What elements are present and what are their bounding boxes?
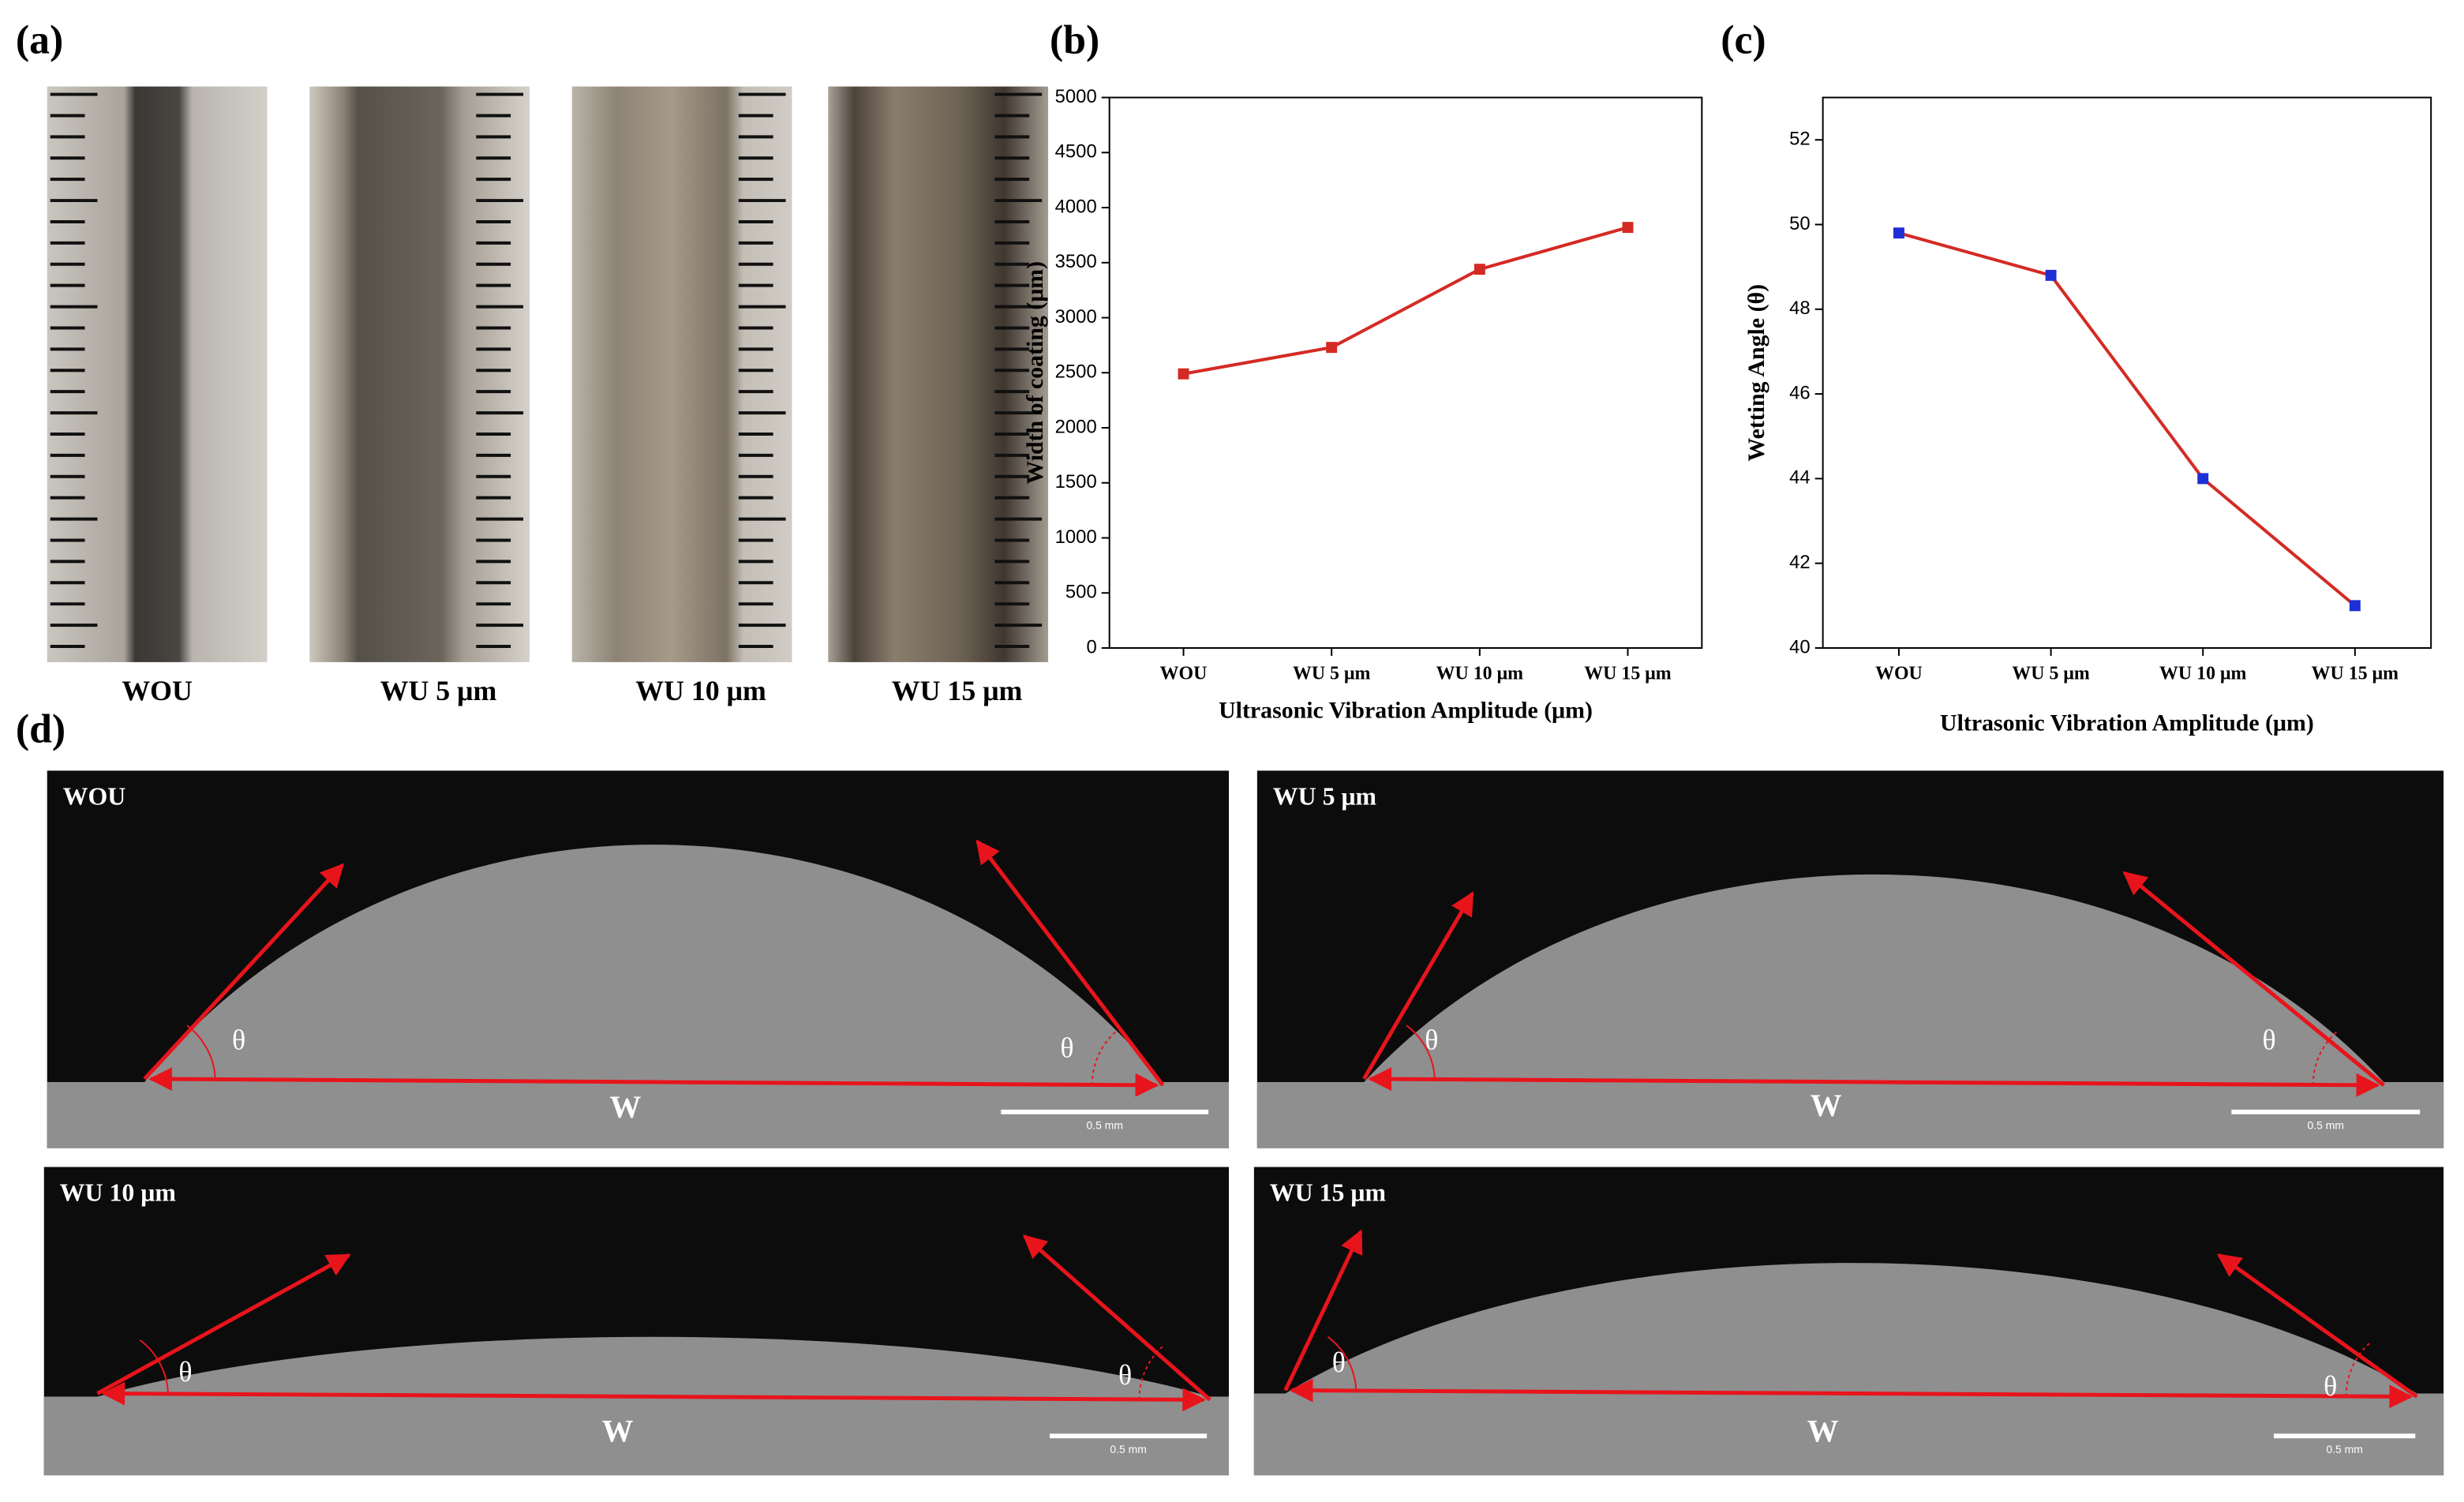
x-tick-label: WOU	[1160, 663, 1208, 684]
tangent-arrow	[96, 1253, 351, 1395]
angle-arc	[1327, 1335, 1357, 1391]
width-arrow	[101, 1381, 1207, 1412]
angle-arc	[186, 1024, 216, 1080]
weld-photo	[828, 86, 1049, 662]
y-tick-label: 50	[1789, 213, 1811, 234]
data-point	[1622, 222, 1634, 234]
angle-symbol: θ	[2324, 1370, 2337, 1402]
x-tick-label: WU 10 μm	[2159, 663, 2246, 684]
weld-photo	[571, 86, 792, 662]
data-point	[2045, 269, 2057, 281]
panel-label: (c)	[1721, 18, 1766, 63]
data-point	[1893, 227, 1904, 239]
micrograph-label: WU 10 μm	[60, 1179, 176, 1207]
panel-label: (b)	[1050, 18, 1099, 63]
photo-caption: WU 15 μm	[892, 675, 1023, 706]
micrograph-label: WU 15 μm	[1270, 1179, 1386, 1207]
width-symbol: W	[610, 1090, 642, 1125]
data-line	[1183, 226, 1629, 376]
y-tick-label: 44	[1789, 467, 1811, 489]
y-axis-label: Wetting Angle (θ)	[1743, 284, 1769, 462]
tangent-arrow	[1283, 1229, 1363, 1392]
angle-symbol: θ	[178, 1356, 192, 1388]
y-tick-label: 1500	[1055, 471, 1097, 493]
panel-label: (a)	[16, 18, 63, 63]
width-symbol: W	[1807, 1414, 1839, 1448]
tangent-arrow	[1362, 891, 1474, 1081]
coating	[1285, 1263, 2417, 1394]
data-point	[2197, 473, 2209, 485]
data-point	[1178, 368, 1189, 380]
width-arrow	[148, 1067, 1159, 1097]
width-symbol: W	[1811, 1088, 1842, 1123]
substrate	[1256, 1081, 2444, 1148]
y-tick-label: 40	[1789, 636, 1811, 657]
y-tick-label: 48	[1789, 298, 1811, 319]
scale-bar-label: 0.5 mm	[2308, 1118, 2344, 1131]
tangent-arrow	[2216, 1253, 2418, 1399]
tangent-arrow	[1022, 1234, 1211, 1402]
angle-arc	[1406, 1024, 1436, 1080]
panel-label: (d)	[16, 706, 66, 751]
angle-symbol: θ	[1425, 1024, 1438, 1055]
tangent-arrow	[143, 863, 345, 1081]
width-arrow	[1368, 1067, 2380, 1097]
x-tick-label: WOU	[1875, 663, 1923, 684]
y-tick-label: 1000	[1055, 526, 1097, 548]
coating	[97, 1336, 1211, 1397]
y-tick-label: 3500	[1055, 251, 1097, 272]
photo-caption: WU 10 μm	[635, 675, 766, 706]
y-axis-label: Width of coating (μm)	[1022, 261, 1048, 485]
coating	[1364, 874, 2384, 1082]
y-tick-label: 0	[1086, 636, 1096, 657]
y-tick-label: 52	[1789, 129, 1811, 150]
scale-bar-label: 0.5 mm	[1086, 1118, 1122, 1131]
x-tick-label: WU 5 μm	[2012, 663, 2090, 684]
plot-frame	[1822, 96, 2432, 649]
y-tick-label: 4000	[1055, 196, 1097, 217]
y-tick-label: 500	[1065, 582, 1097, 603]
data-point	[1474, 264, 1485, 275]
tangent-arrow	[2122, 871, 2386, 1087]
scale-bar-label: 0.5 mm	[2326, 1443, 2362, 1455]
angle-arc	[139, 1339, 170, 1394]
x-tick-label: WU 10 μm	[1436, 663, 1523, 684]
y-tick-label: 5000	[1055, 86, 1097, 107]
y-tick-label: 42	[1789, 552, 1811, 573]
micrograph-label: WU 5 μm	[1273, 783, 1376, 811]
coating	[144, 845, 1163, 1082]
angle-symbol: θ	[1060, 1032, 1073, 1063]
scale-bar-label: 0.5 mm	[1110, 1443, 1146, 1455]
data-line	[1898, 231, 2357, 607]
tangent-arrow	[975, 839, 1165, 1087]
micrograph-label: WOU	[63, 783, 126, 811]
x-tick-label: WU 5 μm	[1293, 663, 1371, 684]
y-tick-label: 3000	[1055, 306, 1097, 328]
photo-caption: WOU	[122, 675, 193, 706]
y-tick-label: 46	[1789, 382, 1811, 403]
angle-symbol: θ	[1332, 1347, 1346, 1378]
photo-caption: WU 5 μm	[380, 675, 497, 706]
x-tick-label: WU 15 μm	[1584, 663, 1671, 684]
x-tick-label: WU 15 μm	[2312, 663, 2398, 684]
substrate	[1253, 1393, 2444, 1476]
width-symbol: W	[602, 1414, 634, 1448]
y-tick-label: 2500	[1055, 361, 1097, 383]
data-point	[2349, 600, 2361, 612]
y-tick-label: 4500	[1055, 141, 1097, 163]
angle-symbol: θ	[1118, 1359, 1132, 1391]
angle-symbol: θ	[2263, 1024, 2276, 1055]
weld-photo	[47, 86, 268, 662]
x-axis-label: Ultrasonic Vibration Amplitude (μm)	[1940, 710, 2314, 736]
x-axis-label: Ultrasonic Vibration Amplitude (μm)	[1219, 698, 1593, 724]
weld-photo	[309, 86, 530, 662]
angle-symbol: θ	[232, 1024, 245, 1055]
data-point	[1326, 342, 1338, 354]
y-tick-label: 2000	[1055, 416, 1097, 437]
width-arrow	[1289, 1378, 2413, 1409]
